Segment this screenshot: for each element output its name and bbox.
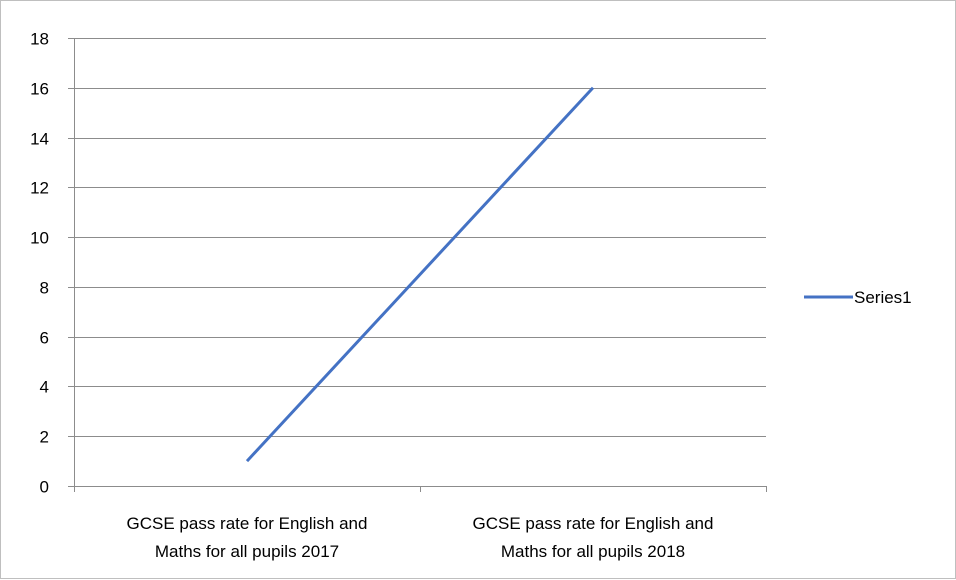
- series-line-0: [245, 86, 595, 463]
- y-tick-label-18: 18: [30, 30, 49, 49]
- y-tick-label-4: 4: [40, 378, 49, 397]
- x-tick-labels: GCSE pass rate for English and Maths for …: [127, 514, 714, 561]
- y-tick-label-16: 16: [30, 80, 49, 99]
- y-tick-label-6: 6: [40, 329, 49, 348]
- series-lines: [245, 86, 595, 463]
- y-tick-label-10: 10: [30, 229, 49, 248]
- y-tick-labels: 0 2 4 6 8 10 12 14 16 18: [30, 30, 49, 497]
- y-tick-label-2: 2: [40, 428, 49, 447]
- x-category-label-0-line-0: GCSE pass rate for English and: [127, 514, 368, 533]
- x-category-label-0-line-1: Maths for all pupils 2017: [155, 542, 339, 561]
- y-tick-label-12: 12: [30, 179, 49, 198]
- gridlines: [74, 38, 766, 437]
- axes: [68, 38, 767, 492]
- x-category-label-1-line-1: Maths for all pupils 2018: [501, 542, 685, 561]
- y-tick-label-8: 8: [40, 279, 49, 298]
- legend-label-0: Series1: [854, 288, 912, 307]
- x-category-label-1-line-0: GCSE pass rate for English and: [473, 514, 714, 533]
- legend: Series1: [804, 288, 912, 307]
- y-tick-label-0: 0: [40, 478, 49, 497]
- y-tick-label-14: 14: [30, 130, 49, 149]
